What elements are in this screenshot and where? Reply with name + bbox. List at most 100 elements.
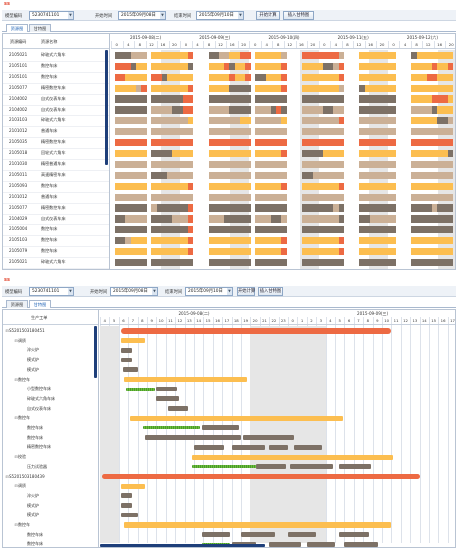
load-segment[interactable] (229, 106, 235, 114)
load-segment[interactable] (432, 139, 438, 147)
load-segment[interactable] (432, 237, 438, 245)
load-segment[interactable] (369, 258, 376, 267)
task-bar[interactable] (120, 347, 132, 353)
resource-name[interactable]: 精密数控车床 (41, 139, 66, 145)
load-segment[interactable] (333, 204, 339, 212)
load-segment[interactable] (115, 193, 121, 201)
load-segment[interactable] (125, 193, 131, 201)
load-segment[interactable] (182, 139, 189, 147)
load-segment[interactable] (120, 237, 126, 245)
load-segment[interactable] (156, 62, 163, 70)
load-segment[interactable] (411, 139, 417, 147)
load-segment[interactable] (234, 258, 241, 267)
load-segment[interactable] (369, 84, 376, 92)
load-segment[interactable] (312, 226, 319, 234)
calendar-icon[interactable]: ▼ (160, 12, 165, 19)
load-segment[interactable] (265, 193, 272, 201)
load-segment[interactable] (411, 193, 417, 201)
task-bar[interactable] (143, 426, 200, 430)
load-segment[interactable] (208, 128, 215, 136)
load-segment[interactable] (276, 106, 282, 114)
resource-name[interactable]: 普通车床 (41, 128, 58, 134)
task-bar[interactable] (120, 483, 146, 489)
load-segment[interactable] (234, 149, 241, 158)
load-segment[interactable] (156, 139, 163, 147)
load-segment[interactable] (125, 128, 131, 136)
load-segment[interactable] (167, 226, 173, 234)
load-segment[interactable] (427, 171, 433, 179)
load-segment[interactable] (167, 95, 173, 103)
load-segment[interactable] (161, 73, 168, 81)
load-segment[interactable] (312, 258, 319, 267)
load-segment[interactable] (271, 62, 277, 70)
load-segment[interactable] (213, 62, 220, 70)
load-segment[interactable] (239, 258, 246, 267)
load-segment[interactable] (156, 193, 163, 201)
order-summary-bar[interactable] (101, 473, 420, 480)
load-segment[interactable] (442, 139, 449, 147)
task-bar[interactable] (124, 376, 247, 383)
load-segment[interactable] (135, 226, 142, 234)
load-segment[interactable] (229, 237, 235, 245)
load-segment[interactable] (375, 204, 381, 212)
load-segment[interactable] (427, 204, 433, 212)
load-segment[interactable] (421, 160, 428, 169)
load-segment[interactable] (442, 117, 449, 125)
load-segment[interactable] (135, 73, 142, 81)
load-segment[interactable] (219, 95, 225, 103)
load-segment[interactable] (167, 51, 173, 60)
load-segment[interactable] (156, 204, 163, 212)
load-segment[interactable] (135, 258, 142, 267)
load-segment[interactable] (161, 248, 168, 256)
load-segment[interactable] (239, 182, 246, 190)
load-segment[interactable] (375, 117, 381, 125)
load-segment[interactable] (213, 84, 220, 92)
load-segment[interactable] (141, 237, 147, 245)
load-segment[interactable] (447, 95, 454, 103)
load-segment[interactable] (120, 128, 126, 136)
load-segment[interactable] (385, 117, 391, 125)
chevron-down-icon[interactable]: ▼ (68, 12, 73, 19)
tree-node[interactable]: ⊟校验 (14, 454, 26, 460)
load-segment[interactable] (219, 237, 225, 245)
load-segment[interactable] (369, 149, 376, 158)
load-segment[interactable] (208, 226, 215, 234)
load-segment[interactable] (390, 139, 397, 147)
load-segment[interactable] (125, 204, 131, 212)
load-segment[interactable] (156, 237, 163, 245)
load-segment[interactable] (172, 149, 178, 158)
load-segment[interactable] (271, 106, 277, 114)
load-segment[interactable] (187, 226, 194, 234)
load-segment[interactable] (411, 106, 417, 114)
load-segment[interactable] (130, 117, 137, 125)
load-segment[interactable] (411, 248, 417, 256)
tree-node[interactable]: 模式炉 (23, 503, 39, 509)
load-segment[interactable] (421, 215, 428, 223)
tree-node[interactable]: 数控车床 (23, 532, 43, 538)
load-segment[interactable] (208, 51, 215, 60)
load-segment[interactable] (125, 182, 131, 190)
load-segment[interactable] (234, 182, 241, 190)
load-segment[interactable] (271, 117, 277, 125)
start-date-input[interactable]: 2015年09月08日 ▼ (118, 11, 166, 20)
load-segment[interactable] (432, 117, 438, 125)
load-segment[interactable] (442, 149, 449, 158)
load-segment[interactable] (390, 62, 397, 70)
task-bar[interactable] (306, 541, 335, 547)
load-segment[interactable] (130, 62, 137, 70)
load-segment[interactable] (427, 106, 433, 114)
load-segment[interactable] (260, 149, 267, 158)
load-segment[interactable] (120, 95, 126, 103)
load-segment[interactable] (239, 62, 246, 70)
load-segment[interactable] (447, 117, 454, 125)
load-segment[interactable] (416, 160, 423, 169)
load-segment[interactable] (219, 84, 225, 92)
load-segment[interactable] (442, 237, 449, 245)
load-segment[interactable] (239, 215, 246, 223)
load-segment[interactable] (338, 171, 345, 179)
load-segment[interactable] (135, 106, 142, 114)
load-segment[interactable] (385, 160, 391, 169)
resource-name[interactable]: 自式仪表车床 (41, 215, 66, 221)
load-segment[interactable] (416, 149, 423, 158)
load-segment[interactable] (187, 237, 194, 245)
